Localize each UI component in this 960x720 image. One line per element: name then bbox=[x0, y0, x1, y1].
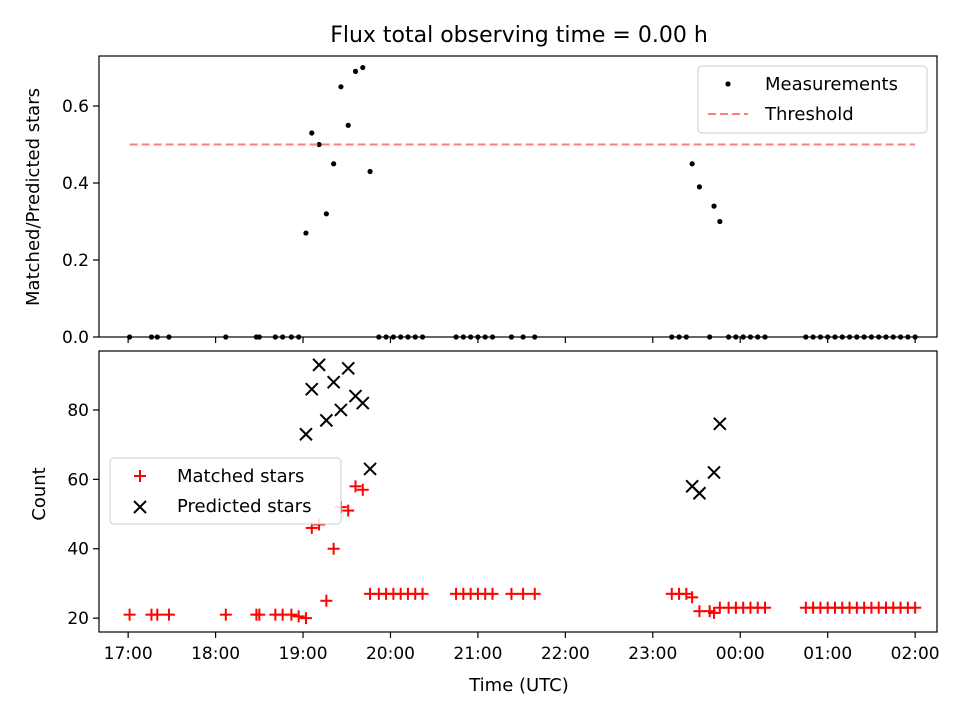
measurements-point bbox=[367, 168, 373, 175]
matched-stars-point bbox=[151, 608, 164, 621]
legend-marker-predicted-stars bbox=[133, 500, 147, 514]
bottom-axes-frame bbox=[98, 350, 938, 633]
measurements-point bbox=[338, 84, 344, 90]
legend-label-predicted-stars: Predicted stars bbox=[177, 496, 311, 517]
x-tick-label: 23:00 bbox=[628, 644, 677, 664]
x-axis-label: Time (UTC) bbox=[468, 675, 569, 696]
bottom-y-axis-label: Count bbox=[29, 467, 50, 520]
matched-stars-point bbox=[693, 605, 706, 618]
top-y-axis-label: Matched/Predicted stars bbox=[23, 88, 44, 306]
predicted-stars-point bbox=[713, 417, 727, 431]
predicted-stars-point bbox=[326, 375, 341, 389]
matched-stars-point bbox=[327, 542, 340, 555]
measurements-point bbox=[352, 68, 359, 74]
matched-stars-point bbox=[356, 483, 369, 496]
x-tick-label: 01:00 bbox=[803, 644, 852, 664]
x-tick-label: 17:00 bbox=[104, 644, 153, 664]
matched-stars-point bbox=[299, 612, 312, 625]
x-tick-label: 02:00 bbox=[891, 644, 940, 664]
matched-stars-point bbox=[162, 608, 175, 621]
measurements-point bbox=[711, 203, 717, 209]
matched-stars-point bbox=[219, 608, 232, 621]
top-legend-box bbox=[697, 65, 928, 134]
measurements-point bbox=[689, 161, 695, 167]
x-tick-label: 22:00 bbox=[541, 644, 590, 664]
measurements-point bbox=[309, 130, 315, 136]
matched-stars-point bbox=[342, 504, 355, 517]
x-tick-label: 19:00 bbox=[279, 644, 328, 664]
y-tick-label: 0.2 bbox=[62, 251, 89, 271]
x-tick-label: 18:00 bbox=[191, 644, 240, 664]
measurements-point bbox=[717, 218, 723, 225]
legend-label-threshold: Threshold bbox=[764, 104, 854, 125]
top-panel: Flux total observing time = 0.00 h Match… bbox=[23, 23, 938, 348]
predicted-stars-point bbox=[319, 413, 334, 428]
matched-stars-point bbox=[292, 610, 305, 623]
predicted-stars-point bbox=[299, 427, 313, 441]
y-tick-label: 0.0 bbox=[62, 328, 89, 348]
predicted-stars-point bbox=[707, 465, 721, 480]
legend-label-matched-stars: Matched stars bbox=[177, 466, 304, 487]
matched-stars-point bbox=[349, 480, 362, 493]
predicted-stars-point bbox=[341, 361, 355, 376]
matched-stars-point bbox=[759, 601, 772, 614]
measurements-point bbox=[316, 141, 322, 148]
matched-stars-point bbox=[505, 587, 518, 600]
predicted-stars-point bbox=[305, 382, 319, 396]
measurements-point bbox=[331, 161, 337, 167]
predicted-stars-point bbox=[692, 486, 707, 500]
y-tick-label: 0.6 bbox=[62, 97, 89, 117]
y-tick-label: 80 bbox=[67, 401, 89, 421]
x-tick-label: 20:00 bbox=[366, 644, 415, 664]
legend-marker-measurements bbox=[725, 81, 731, 87]
matched-stars-point bbox=[517, 587, 530, 600]
chart-title: Flux total observing time = 0.00 h bbox=[330, 23, 708, 48]
matched-stars-point bbox=[708, 606, 721, 619]
y-tick-label: 20 bbox=[67, 609, 89, 629]
y-tick-label: 0.4 bbox=[62, 174, 89, 194]
matched-stars-point bbox=[486, 587, 499, 600]
measurements-point bbox=[360, 64, 366, 71]
matched-stars-point bbox=[253, 608, 266, 621]
predicted-stars-point bbox=[334, 403, 348, 417]
matched-stars-point bbox=[528, 587, 541, 600]
y-tick-label: 40 bbox=[67, 540, 89, 560]
matched-stars-point bbox=[416, 587, 429, 600]
y-tick-label: 60 bbox=[67, 470, 89, 490]
measurements-point bbox=[323, 211, 329, 217]
x-tick-label: 21:00 bbox=[453, 644, 502, 664]
predicted-stars-point bbox=[356, 396, 370, 410]
measurements-point bbox=[696, 184, 703, 190]
matched-stars-point bbox=[320, 594, 333, 607]
x-tick-label: 00:00 bbox=[716, 644, 765, 664]
predicted-stars-point bbox=[312, 358, 326, 372]
top-legend: Measurements Threshold bbox=[697, 65, 928, 134]
measurements-point bbox=[303, 230, 309, 236]
legend-label-measurements: Measurements bbox=[765, 74, 898, 95]
predicted-stars-point bbox=[363, 462, 377, 476]
bottom-panel: Count Time (UTC) 17:00 18:00 19:00 20:00 21:… bbox=[29, 350, 940, 696]
matched-stars-point bbox=[123, 608, 136, 621]
matched-stars-point bbox=[686, 591, 699, 604]
bottom-legend-box bbox=[109, 457, 342, 525]
matched-stars-point bbox=[909, 601, 922, 614]
top-axes-frame bbox=[98, 55, 938, 338]
matched-stars-point bbox=[285, 608, 298, 621]
measurements-point bbox=[345, 122, 351, 128]
legend-marker-matched-stars bbox=[134, 470, 146, 482]
bottom-legend: Matched stars Predicted stars bbox=[109, 457, 342, 525]
